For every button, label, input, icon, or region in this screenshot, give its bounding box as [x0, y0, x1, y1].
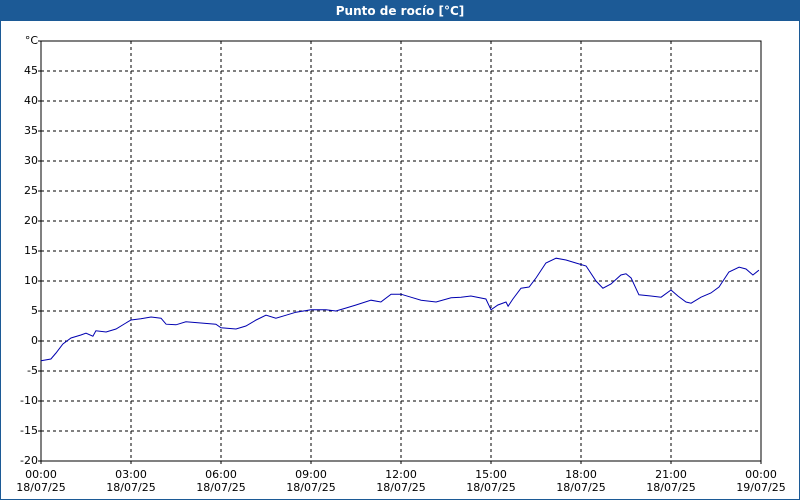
y-tick-label: 20	[24, 214, 38, 227]
data-line	[40, 257, 760, 362]
y-tick-label: 45	[24, 64, 38, 77]
y-tick-label: 15	[24, 244, 38, 257]
y-tick-label: 0	[31, 334, 38, 347]
y-tick-label: °C	[25, 34, 39, 47]
y-tick-label: 30	[24, 154, 38, 167]
y-tick-label: 35	[24, 124, 38, 137]
chart-title: Punto de rocío [°C]	[1, 1, 799, 21]
y-tick-label: 25	[24, 184, 38, 197]
x-tick-label: 03:00 18/07/25	[106, 468, 156, 494]
y-tick-label: 10	[24, 274, 38, 287]
x-tick-label: 09:00 18/07/25	[286, 468, 336, 494]
x-tick-label: 18:00 18/07/25	[556, 468, 606, 494]
y-tick-label: -20	[20, 454, 38, 467]
x-tick-label: 00:00 18/07/25	[16, 468, 66, 494]
x-tick-label: 06:00 18/07/25	[196, 468, 246, 494]
y-tick-label: -5	[27, 364, 38, 377]
y-tick-label: 40	[24, 94, 38, 107]
x-tick-label: 15:00 18/07/25	[466, 468, 516, 494]
x-tick-label: 21:00 18/07/25	[646, 468, 696, 494]
x-tick-label: 00:00 19/07/25	[736, 468, 786, 494]
y-tick-label: -15	[20, 424, 38, 437]
x-tick-label: 12:00 18/07/25	[376, 468, 426, 494]
plot-border	[40, 40, 762, 462]
y-tick-label: 5	[31, 304, 38, 317]
y-tick-label: -10	[20, 394, 38, 407]
